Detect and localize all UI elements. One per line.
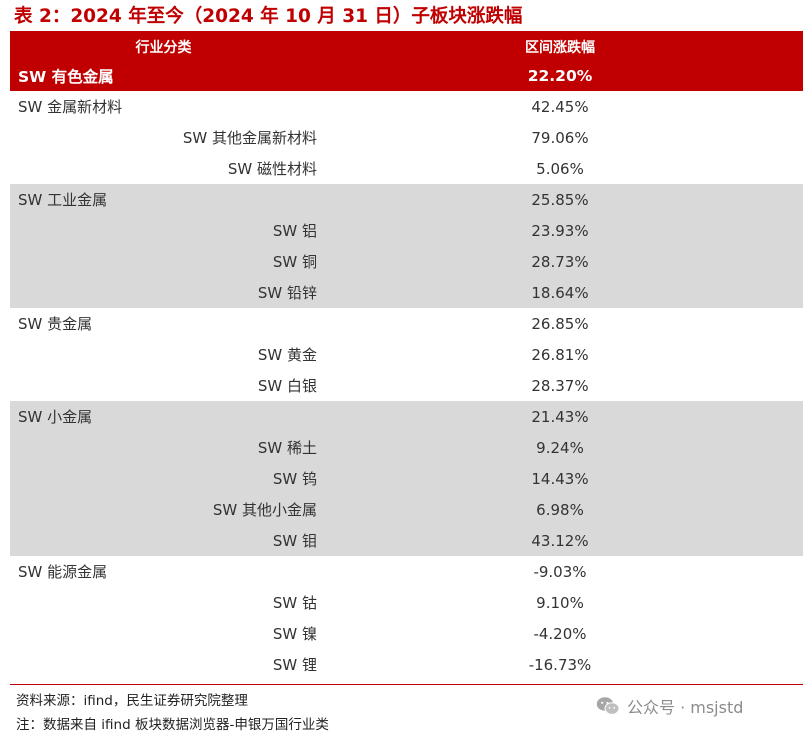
table-row: SW 镍 -4.20% (10, 618, 803, 649)
row-name: SW 工业金属 (18, 191, 108, 209)
row-value: 5.06% (536, 159, 584, 178)
table-row: SW 钴 9.10% (10, 587, 803, 618)
header-industry: 行业分类 (135, 39, 192, 56)
row-value: 6.98% (536, 500, 584, 519)
source-note: 资料来源：ifind，民生证券研究院整理 (16, 693, 248, 709)
row-value: 79.06% (531, 128, 589, 147)
table-row: SW 磁性材料 5.06% (10, 153, 803, 184)
row-name: SW 其他金属新材料 (182, 129, 317, 147)
title-rule (10, 31, 803, 33)
sector-performance-table: 行业分类 区间涨跌幅 SW 有色金属 22.20% SW 金属新材料 42.45%… (10, 33, 803, 680)
wechat-icon (596, 697, 620, 715)
table-row: SW 白银 28.37% (10, 370, 803, 401)
table-row: SW 金属新材料 42.45% (10, 91, 803, 122)
row-value: 14.43% (531, 469, 589, 488)
row-name: SW 白银 (257, 377, 317, 395)
table-row: SW 锂 -16.73% (10, 649, 803, 680)
row-name: SW 铅锌 (257, 284, 317, 302)
row-value: -9.03% (533, 562, 587, 581)
row-value: -16.73% (528, 655, 592, 674)
data-note: 注：数据来自 ifind 板块数据浏览器-申银万国行业类 (16, 717, 329, 733)
row-name: SW 小金属 (18, 408, 93, 426)
row-value: 21.43% (531, 407, 589, 426)
row-name: SW 稀土 (257, 439, 317, 457)
watermark: 公众号 · msjstd (596, 693, 743, 719)
row-value: 28.37% (531, 376, 589, 395)
row-name: SW 贵金属 (18, 315, 93, 333)
row-name: SW 钼 (272, 532, 317, 550)
header-change: 区间涨跌幅 (525, 39, 595, 56)
row-name: SW 磁性材料 (227, 160, 317, 178)
row-value: 42.45% (531, 97, 589, 116)
table-row: SW 小金属 21.43% (10, 401, 803, 432)
row-value: 28.73% (531, 252, 589, 271)
bottom-rule (10, 684, 803, 685)
table-row: SW 铝 23.93% (10, 215, 803, 246)
row-value: 26.85% (531, 314, 589, 333)
row-value: 25.85% (531, 190, 589, 209)
total-name: SW 有色金属 (18, 67, 114, 86)
row-value: 9.10% (536, 593, 584, 612)
row-value: 43.12% (531, 531, 589, 550)
row-name: SW 金属新材料 (18, 98, 123, 116)
header-row: 行业分类 区间涨跌幅 (10, 33, 803, 60)
watermark-text: 公众号 · msjstd (627, 698, 744, 717)
table-row: SW 铅锌 18.64% (10, 277, 803, 308)
table-title: 表 2：2024 年至今（2024 年 10 月 31 日）子板块涨跌幅 (14, 6, 523, 27)
row-name: SW 其他小金属 (212, 501, 317, 519)
table-row: SW 稀土 9.24% (10, 432, 803, 463)
table-row: SW 工业金属 25.85% (10, 184, 803, 215)
table-row: SW 铜 28.73% (10, 246, 803, 277)
row-name: SW 黄金 (257, 346, 317, 364)
table-row: SW 贵金属 26.85% (10, 308, 803, 339)
table-row: SW 钼 43.12% (10, 525, 803, 556)
row-value: 26.81% (531, 345, 589, 364)
row-value: -4.20% (533, 624, 587, 643)
total-value: 22.20% (527, 66, 593, 85)
row-value: 18.64% (531, 283, 589, 302)
table-row: SW 能源金属 -9.03% (10, 556, 803, 587)
row-name: SW 镍 (272, 625, 317, 643)
row-name: SW 锂 (272, 656, 317, 674)
row-name: SW 铜 (272, 253, 317, 271)
table-row: SW 其他小金属 6.98% (10, 494, 803, 525)
row-name: SW 能源金属 (18, 563, 108, 581)
row-value: 23.93% (531, 221, 589, 240)
total-row: SW 有色金属 22.20% (10, 60, 803, 91)
table-row: SW 黄金 26.81% (10, 339, 803, 370)
row-value: 9.24% (536, 438, 584, 457)
table-row: SW 其他金属新材料 79.06% (10, 122, 803, 153)
row-name: SW 钨 (272, 470, 317, 488)
row-name: SW 铝 (272, 222, 317, 240)
row-name: SW 钴 (272, 594, 317, 612)
table-row: SW 钨 14.43% (10, 463, 803, 494)
